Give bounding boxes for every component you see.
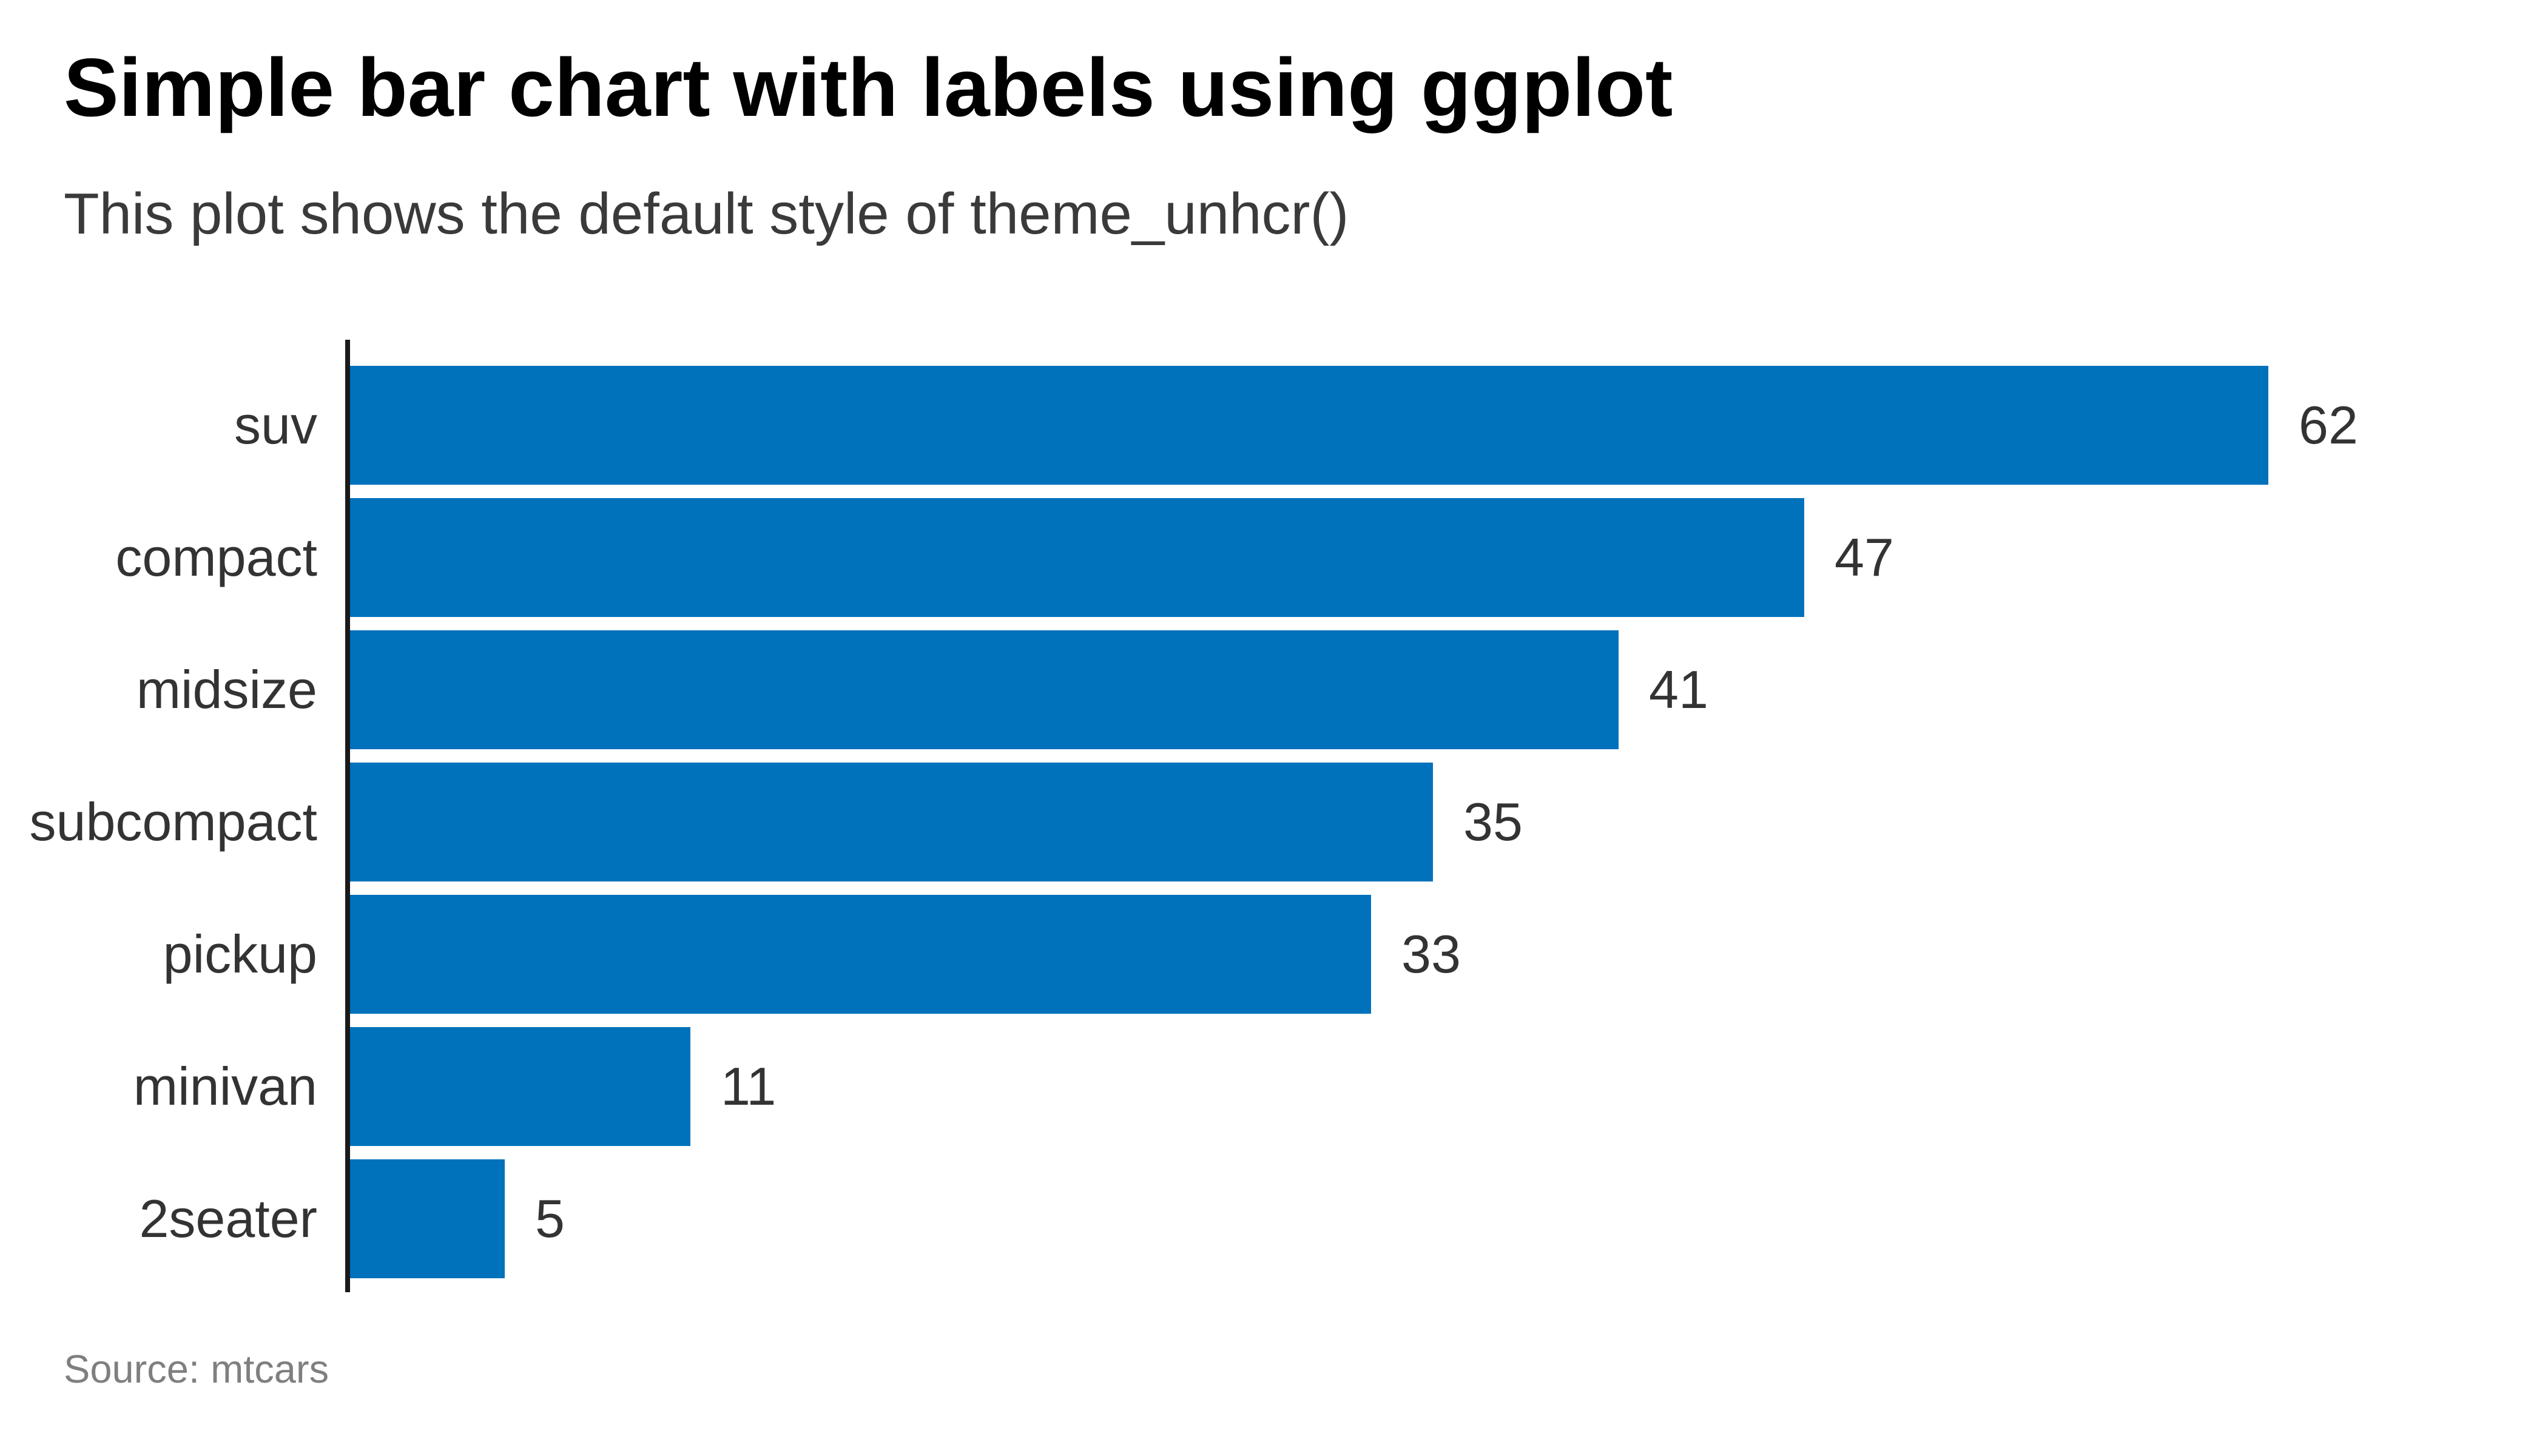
bar-row: minivan 11 — [0, 1020, 2548, 1153]
value-label: 47 — [1835, 527, 1894, 587]
category-label: pickup — [163, 924, 317, 984]
value-label: 35 — [1463, 792, 1523, 852]
category-label: subcompact — [29, 792, 317, 852]
value-label: 62 — [2299, 395, 2358, 455]
bar — [350, 1027, 690, 1146]
source-caption: Source: mtcars — [64, 1347, 329, 1391]
category-label: 2seater — [139, 1188, 317, 1249]
category-label: suv — [234, 395, 317, 455]
bar-row: subcompact 35 — [0, 756, 2548, 888]
y-axis-line — [345, 340, 350, 1292]
value-label: 11 — [721, 1056, 777, 1116]
bar — [350, 366, 2268, 485]
bar-row: midsize 41 — [0, 624, 2548, 756]
value-label: 5 — [535, 1188, 565, 1249]
bar-row: 2seater 5 — [0, 1153, 2548, 1285]
category-label: minivan — [133, 1056, 317, 1116]
chart-title: Simple bar chart with labels using ggplo… — [64, 41, 1673, 133]
category-label: compact — [115, 527, 317, 587]
bar-row: compact 47 — [0, 491, 2548, 624]
bar — [350, 630, 1619, 749]
bar-rows: suv 62 compact 47 midsize 41 subcompact 35 picku… — [0, 359, 2548, 1285]
category-label: midsize — [136, 659, 317, 720]
value-label: 41 — [1649, 659, 1708, 720]
bar — [350, 763, 1433, 881]
bar — [350, 1159, 505, 1278]
bar-row: pickup 33 — [0, 888, 2548, 1020]
bar — [350, 895, 1371, 1014]
bar-row: suv 62 — [0, 359, 2548, 491]
value-label: 33 — [1401, 924, 1461, 984]
chart-subtitle: This plot shows the default style of the… — [64, 181, 1349, 246]
plot-area: suv 62 compact 47 midsize 41 subcompact 35 picku… — [0, 340, 2548, 1292]
bar — [350, 498, 1804, 617]
